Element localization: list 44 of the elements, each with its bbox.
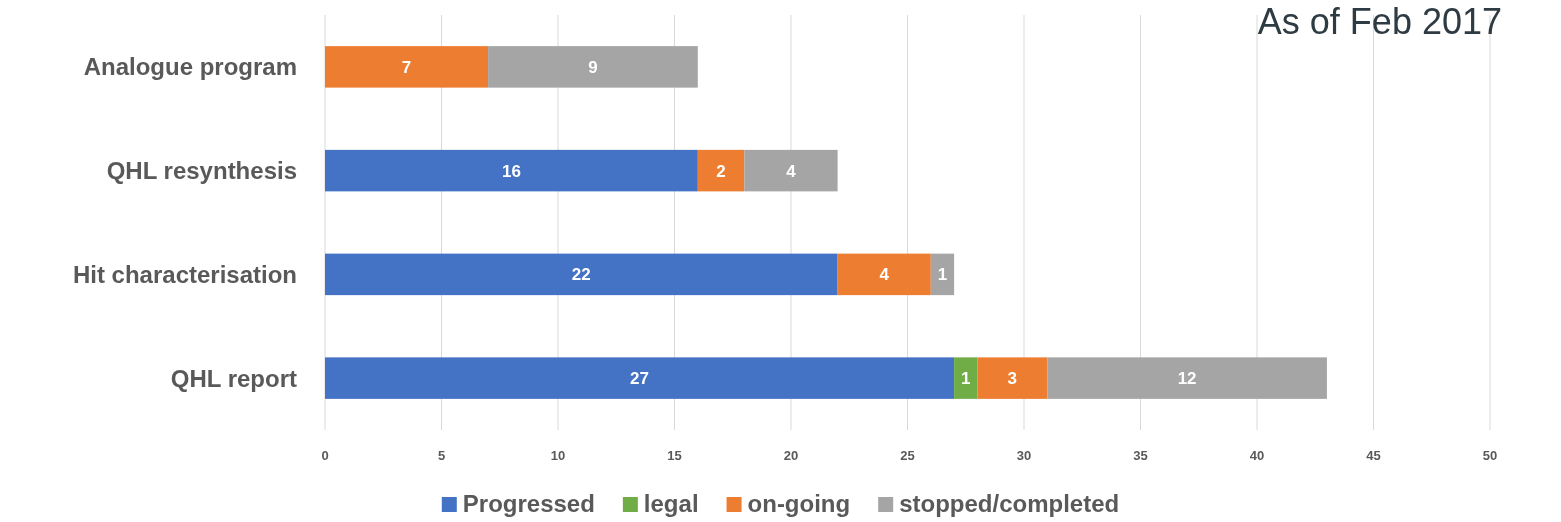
x-tick-label: 0 bbox=[321, 448, 329, 463]
data-label: 12 bbox=[1177, 369, 1197, 389]
data-label: 2 bbox=[716, 161, 726, 181]
legend-label: on-going bbox=[747, 490, 851, 517]
x-tick-label: 15 bbox=[667, 448, 682, 463]
bar bbox=[930, 253, 955, 296]
x-tick-label: 20 bbox=[783, 448, 799, 463]
y-tick-label: QHL resynthesis bbox=[106, 157, 297, 185]
bar bbox=[325, 253, 838, 296]
data-label: 22 bbox=[571, 265, 591, 285]
bar bbox=[744, 149, 838, 192]
y-tick-label: QHL report bbox=[170, 364, 298, 392]
data-label: 7 bbox=[401, 57, 412, 77]
x-tick-label: 30 bbox=[1016, 448, 1032, 463]
y-tick-label: Analogue program bbox=[83, 53, 297, 81]
bar bbox=[488, 46, 698, 88]
legend-label: stopped/completed bbox=[899, 490, 1120, 517]
data-label: 16 bbox=[501, 161, 521, 181]
bar bbox=[325, 149, 698, 192]
bar bbox=[977, 357, 1048, 399]
bar bbox=[325, 46, 489, 88]
x-tick-label: 5 bbox=[437, 448, 446, 463]
data-label: 1 bbox=[937, 265, 948, 285]
data-label: 9 bbox=[588, 57, 598, 77]
x-tick-label: 40 bbox=[1249, 448, 1265, 463]
data-label: 4 bbox=[879, 265, 890, 285]
legend-label: Progressed bbox=[462, 490, 595, 517]
x-tick-label: 25 bbox=[900, 448, 915, 463]
y-tick-label: Hit characterisation bbox=[72, 260, 297, 288]
bar bbox=[954, 357, 978, 399]
chart-title: As of Feb 2017 bbox=[1257, 1, 1502, 42]
data-label: 4 bbox=[786, 161, 797, 181]
x-tick-label: 10 bbox=[550, 448, 566, 463]
bar bbox=[325, 357, 955, 399]
bar bbox=[697, 149, 745, 192]
legend-label: legal bbox=[643, 490, 699, 517]
data-label: 1 bbox=[961, 369, 971, 389]
x-tick-label: 35 bbox=[1133, 448, 1148, 463]
bar bbox=[1047, 357, 1327, 399]
x-tick-label: 45 bbox=[1366, 448, 1381, 463]
data-label: 27 bbox=[630, 369, 650, 389]
data-label: 3 bbox=[1007, 369, 1018, 389]
x-tick-label: 50 bbox=[1482, 448, 1498, 463]
bar bbox=[837, 253, 931, 296]
